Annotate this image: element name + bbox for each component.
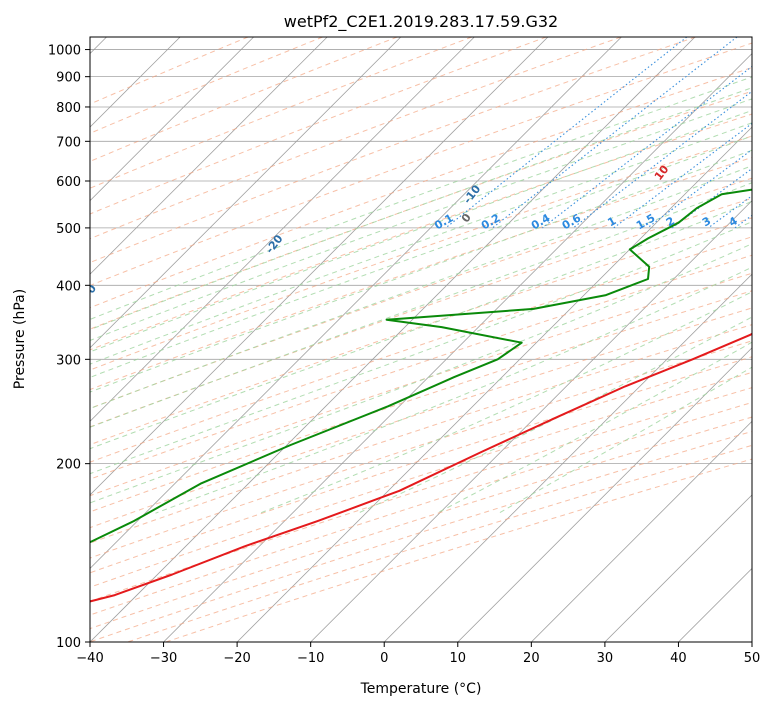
y-tick-label: 1000: [48, 44, 81, 59]
x-tick-label: 50: [744, 651, 761, 666]
y-axis-label: Pressure (hPa): [12, 289, 28, 389]
x-tick-label: −30: [150, 651, 177, 666]
x-tick-label: −40: [76, 651, 103, 666]
x-tick-label: 0: [380, 651, 388, 666]
y-tick-label: 300: [56, 353, 81, 368]
y-tick-label: 800: [56, 101, 81, 116]
x-axis-label: Temperature (°C): [360, 681, 482, 697]
y-tick-label: 200: [56, 458, 81, 473]
y-tick-label: 100: [56, 636, 81, 651]
y-tick-label: 400: [56, 279, 81, 294]
x-tick-label: 10: [450, 651, 467, 666]
x-tick-label: 40: [670, 651, 687, 666]
y-tick-label: 500: [56, 222, 81, 237]
y-tick-label: 900: [56, 71, 81, 86]
y-tick-label: 700: [56, 135, 81, 150]
chart-title: wetPf2_C2E1.2019.283.17.59.G32: [284, 12, 558, 32]
x-tick-label: 30: [597, 651, 614, 666]
x-tick-label: 20: [523, 651, 540, 666]
x-tick-label: −10: [297, 651, 324, 666]
y-tick-label: 600: [56, 175, 81, 190]
x-tick-label: −20: [223, 651, 250, 666]
